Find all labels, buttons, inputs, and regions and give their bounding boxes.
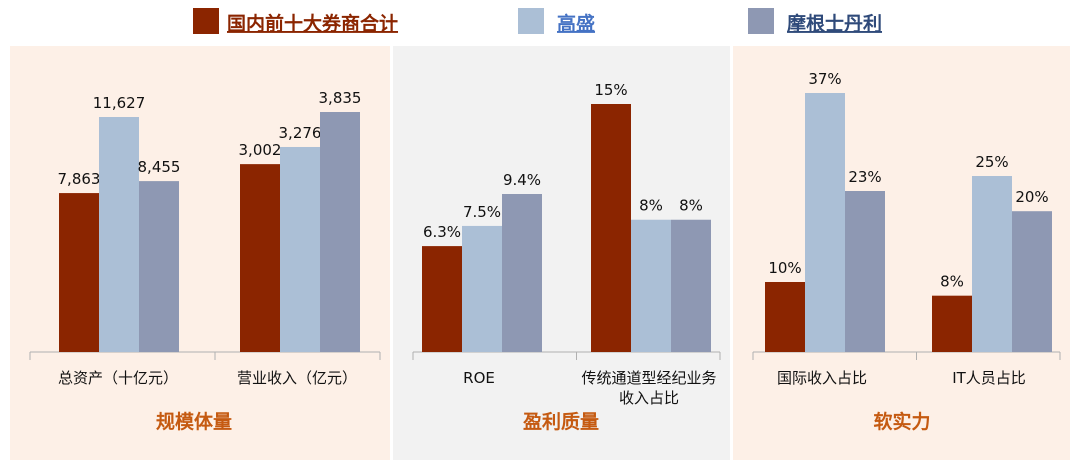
data-label: 8% <box>679 197 703 215</box>
data-label: 7,863 <box>58 170 101 188</box>
data-label: 3,276 <box>279 124 322 142</box>
bar <box>671 219 711 352</box>
category-label: 营业收入（亿元） <box>237 369 357 387</box>
bar <box>320 112 360 352</box>
data-label: 23% <box>848 168 881 186</box>
data-label: 11,627 <box>93 94 146 112</box>
bar <box>139 181 179 352</box>
legend-swatch <box>748 8 774 34</box>
data-label: 3,835 <box>319 89 362 107</box>
category-label: 总资产（十亿元） <box>58 369 178 387</box>
bar <box>932 295 972 352</box>
data-label: 8% <box>940 273 964 291</box>
legend-swatch <box>193 8 219 34</box>
data-label: 15% <box>594 81 627 99</box>
legend-label: 高盛 <box>557 12 595 35</box>
bar <box>240 164 280 352</box>
legend-label: 摩根士丹利 <box>787 12 882 35</box>
category-label: IT人员占比 <box>952 369 1026 387</box>
data-label: 8,455 <box>138 158 181 176</box>
bar <box>591 104 631 352</box>
legend-swatch <box>518 8 544 34</box>
data-label: 20% <box>1015 188 1048 206</box>
category-label: ROE <box>463 369 495 387</box>
bar <box>280 146 320 352</box>
data-label: 6.3% <box>423 223 461 241</box>
bar <box>99 117 139 352</box>
category-label: 收入占比 <box>619 389 679 407</box>
data-label: 3,002 <box>239 141 282 159</box>
bar <box>422 246 462 352</box>
bar <box>502 194 542 352</box>
data-label: 7.5% <box>463 203 501 221</box>
category-label: 传统通道型经纪业务 <box>581 369 716 387</box>
section-title: 盈利质量 <box>522 411 599 433</box>
category-label: 国际收入占比 <box>777 369 867 387</box>
bar <box>631 219 671 352</box>
legend-label: 国内前十大券商合计 <box>227 12 398 35</box>
data-label: 8% <box>639 197 663 215</box>
bar <box>59 193 99 352</box>
bar <box>1012 211 1052 352</box>
section-title: 软实力 <box>873 410 930 433</box>
data-label: 9.4% <box>503 171 541 189</box>
data-label: 10% <box>768 259 801 277</box>
bar <box>845 191 885 352</box>
bar <box>462 225 502 352</box>
data-label: 25% <box>975 153 1008 171</box>
bar <box>972 176 1012 352</box>
bar <box>805 93 845 352</box>
data-label: 37% <box>808 70 841 88</box>
bar <box>765 282 805 352</box>
section-title: 规模体量 <box>156 410 232 433</box>
